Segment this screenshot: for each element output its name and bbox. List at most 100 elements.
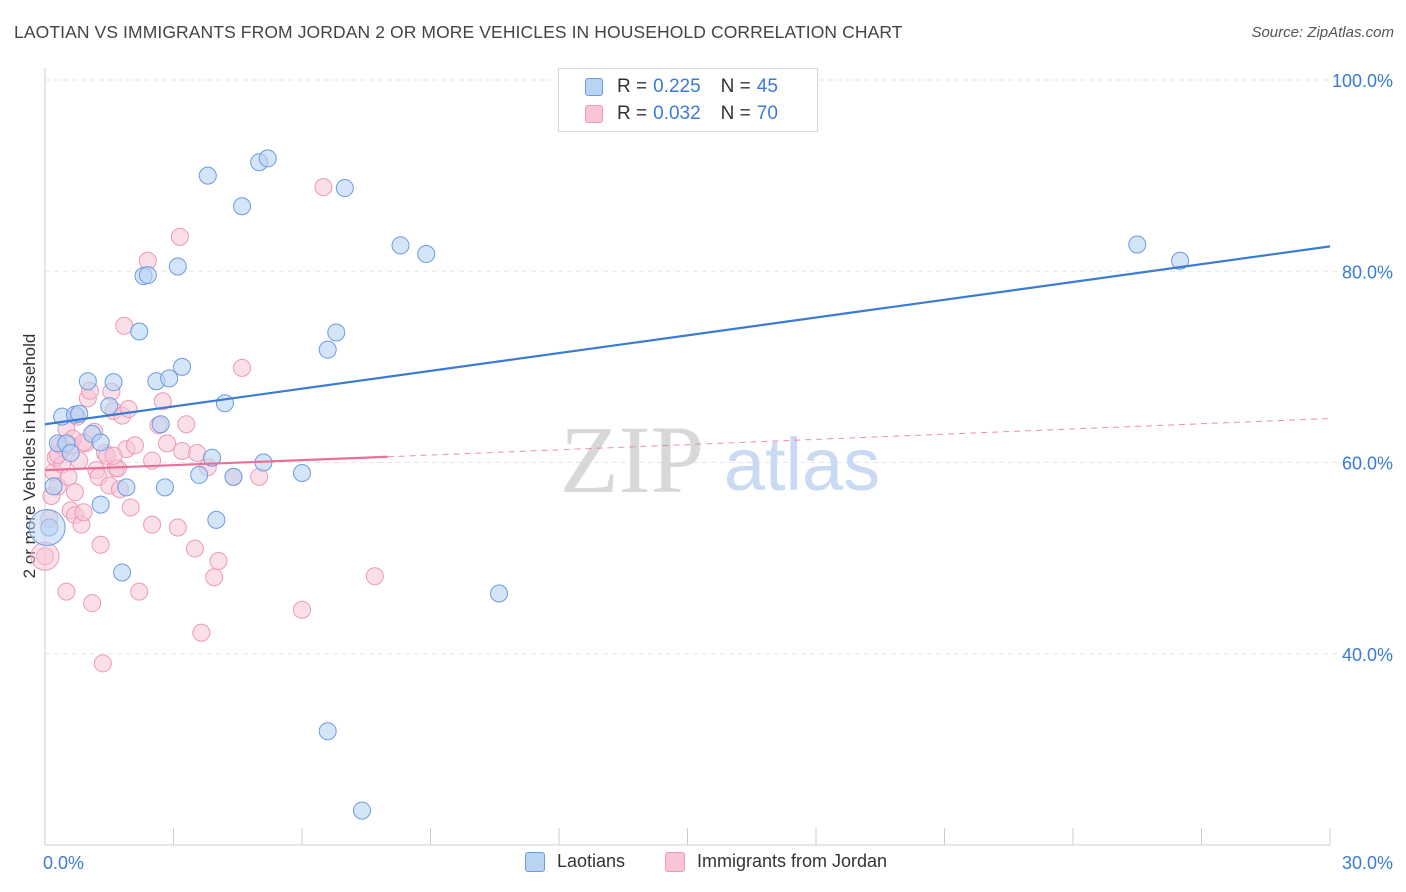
data-point-jordan [205, 568, 224, 587]
data-point-laotian [173, 357, 192, 376]
data-point-jordan-cluster [30, 541, 60, 571]
data-point-jordan [153, 392, 172, 411]
data-point-laotian [490, 584, 509, 603]
data-point-laotian [327, 323, 346, 342]
data-point-laotian [91, 495, 110, 514]
data-point-jordan [104, 446, 123, 465]
trend-lines [44, 245, 1331, 472]
data-point-laotian [203, 448, 222, 467]
data-point-jordan [314, 178, 333, 197]
laotian-points [28, 149, 1190, 820]
data-point-laotian [91, 433, 110, 452]
data-point-jordan [65, 483, 84, 502]
data-point-laotian [417, 245, 436, 264]
legend-item-laotians[interactable]: Laotians [525, 851, 625, 872]
data-point-jordan [93, 654, 112, 673]
data-point-laotian [1171, 251, 1190, 270]
legend-label-laotians: Laotians [557, 851, 626, 871]
data-point-jordan [168, 518, 187, 537]
data-point-jordan [170, 227, 189, 246]
watermark-atlas: atlas [724, 423, 880, 506]
data-point-laotian [215, 394, 234, 413]
data-point-jordan [115, 316, 134, 335]
watermark-zip: ZIP [560, 406, 704, 513]
data-point-laotian [155, 478, 174, 497]
chart-title: LAOTIAN VS IMMIGRANTS FROM JORDAN 2 OR M… [14, 22, 903, 42]
legend-r-value: 0.225 [653, 76, 701, 97]
legend-swatch-pink [585, 105, 603, 123]
legend-label-jordan: Immigrants from Jordan [697, 851, 888, 871]
data-point-jordan [130, 582, 149, 601]
legend-row-jordan: R = 0.032 N = 70 [585, 102, 778, 126]
data-point-jordan [192, 623, 211, 642]
data-point-laotian [104, 373, 123, 392]
data-point-laotian [207, 510, 226, 529]
data-point-jordan [209, 551, 228, 570]
data-point-jordan [185, 539, 204, 558]
data-point-laotian [318, 722, 337, 741]
trend-line-jordan-extension [387, 418, 1331, 458]
y-tick-label: 80.0% [1342, 262, 1393, 282]
legend-swatch-pink [665, 851, 685, 872]
data-point-jordan [119, 399, 138, 418]
data-point-laotian [113, 563, 132, 582]
data-point-laotian [100, 397, 119, 416]
legend-swatch-blue [525, 851, 545, 872]
correlation-legend: R = 0.225 N = 45 R = 0.032 N = 70 [558, 68, 818, 132]
data-point-jordan [57, 582, 76, 601]
source-credit: Source: ZipAtlas.com [1251, 24, 1394, 41]
x-tick-label: 0.0% [43, 853, 84, 873]
axes [44, 68, 1331, 846]
data-point-jordan [83, 594, 102, 613]
y-tick-label: 40.0% [1342, 645, 1393, 665]
data-point-laotian [1128, 235, 1147, 254]
data-point-jordan [233, 358, 252, 377]
trend-line-jordan [44, 455, 388, 472]
data-point-jordan [365, 567, 384, 586]
legend-r-value: 0.032 [653, 103, 701, 124]
data-point-laotian [61, 443, 80, 462]
data-point-jordan [188, 443, 207, 462]
data-point-jordan [177, 415, 196, 434]
data-point-laotian [391, 236, 410, 255]
data-point-laotian [117, 478, 136, 497]
data-point-laotian [130, 322, 149, 341]
data-point-jordan [293, 600, 311, 619]
x-tick-label: 30.0% [1342, 853, 1393, 873]
data-point-jordan [121, 498, 140, 517]
legend-n-value: 45 [756, 76, 778, 97]
legend-item-jordan[interactable]: Immigrants from Jordan [665, 851, 887, 872]
data-point-laotian-cluster [28, 509, 66, 547]
series-legend: Laotians Immigrants from Jordan [0, 851, 1406, 877]
data-point-laotian [224, 467, 243, 486]
tick-labels: 40.0% 60.0% 80.0% 100.0% 0.0% 30.0% [43, 71, 1393, 873]
legend-n-label: N = [720, 103, 751, 124]
data-point-laotian [198, 166, 217, 185]
data-point-laotian [258, 149, 277, 168]
y-tick-label: 100.0% [1332, 71, 1393, 91]
legend-r-label: R = [617, 76, 648, 97]
data-point-jordan [158, 434, 177, 453]
data-point-laotian [293, 464, 311, 483]
jordan-points [30, 178, 384, 673]
data-point-laotian [138, 266, 157, 285]
data-point-laotian [44, 477, 63, 496]
data-point-laotian [190, 465, 209, 484]
data-point-laotian [160, 369, 179, 388]
data-point-laotian [318, 340, 337, 359]
legend-swatch-blue [585, 78, 603, 96]
data-point-jordan [143, 515, 162, 534]
data-point-jordan [59, 467, 78, 486]
legend-n-label: N = [720, 76, 751, 97]
data-point-laotian [78, 372, 97, 391]
legend-r-label: R = [617, 103, 648, 124]
data-point-laotian [335, 179, 354, 198]
data-point-laotian [151, 415, 170, 434]
legend-n-value: 70 [756, 103, 778, 124]
data-point-jordan [74, 503, 93, 522]
legend-row-laotians: R = 0.225 N = 45 [585, 75, 778, 99]
y-tick-label: 60.0% [1342, 454, 1393, 474]
data-point-laotian [233, 197, 252, 216]
trend-line-laotians [44, 245, 1331, 426]
